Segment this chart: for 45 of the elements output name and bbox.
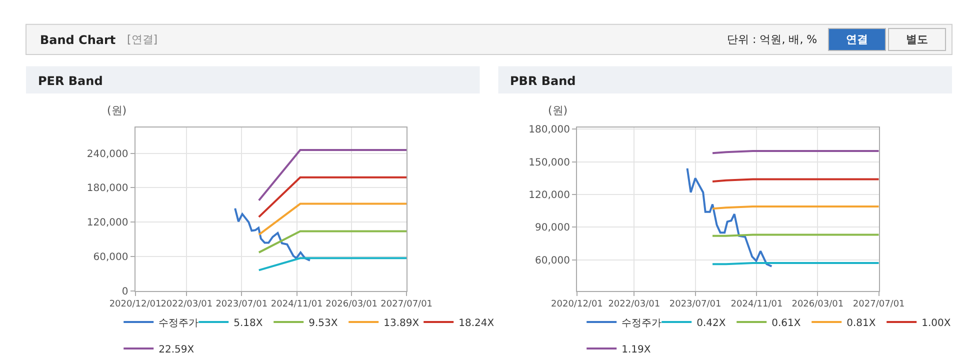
- y-tick-label: 120,000: [86, 218, 128, 229]
- chart-title: PBR Band: [510, 74, 576, 88]
- y-tick-label: 120,000: [528, 190, 570, 202]
- x-tick-label: 2022/03/01: [160, 300, 213, 310]
- legend-label: 18.24X: [458, 318, 494, 329]
- y-tick-label: 180,000: [86, 183, 128, 194]
- y-axis-title: (원): [107, 104, 127, 117]
- legend-label: 0.81X: [846, 318, 876, 329]
- text: Band Chart: [40, 33, 116, 47]
- legend-label: 0.42X: [696, 318, 726, 329]
- x-tick-label: 2023/07/01: [216, 300, 268, 310]
- text: [연결]: [127, 33, 158, 46]
- legend-label: 0.61X: [772, 318, 801, 329]
- legend-label: 5.18X: [234, 318, 263, 329]
- x-tick-label: 2027/07/01: [852, 300, 905, 310]
- legend-label: 9.53X: [308, 318, 338, 329]
- line-series: [234, 207, 311, 262]
- x-tick-label: 2020/12/01: [551, 300, 603, 310]
- text: 단위 : 억원, 배, %: [727, 33, 818, 46]
- legend-label: 1.00X: [922, 318, 951, 329]
- y-tick-label: 150,000: [528, 157, 570, 168]
- y-tick-label: 90,000: [534, 222, 570, 234]
- x-tick-label: 2026/03/01: [326, 300, 378, 310]
- chart-title: PER Band: [38, 74, 103, 88]
- x-tick-label: 2026/03/01: [792, 300, 844, 310]
- y-tick-label: 60,000: [93, 252, 128, 263]
- x-tick-label: 2022/03/01: [608, 300, 660, 310]
- y-axis-title: (원): [548, 104, 568, 117]
- x-tick-label: 2023/07/01: [669, 300, 722, 310]
- x-tick-label: 2020/12/01: [109, 300, 162, 310]
- legend-label: 22.59X: [158, 344, 194, 356]
- legend-label: 13.89X: [384, 318, 420, 329]
- y-tick-label: 240,000: [86, 148, 128, 160]
- y-tick-label: 180,000: [528, 124, 570, 136]
- legend-label: 수정주가: [622, 318, 662, 329]
- legend-label: 수정주가: [158, 318, 199, 329]
- x-tick-label: 2024/11/01: [730, 300, 783, 310]
- legend-label: 1.19X: [622, 344, 651, 356]
- x-tick-label: 2024/11/01: [270, 300, 323, 310]
- y-tick-label: 0: [122, 286, 128, 298]
- text: 별도: [906, 33, 928, 46]
- text: 연결: [846, 33, 868, 46]
- x-tick-label: 2027/07/01: [380, 300, 433, 310]
- line-series: [686, 167, 773, 268]
- y-tick-label: 60,000: [534, 255, 570, 266]
